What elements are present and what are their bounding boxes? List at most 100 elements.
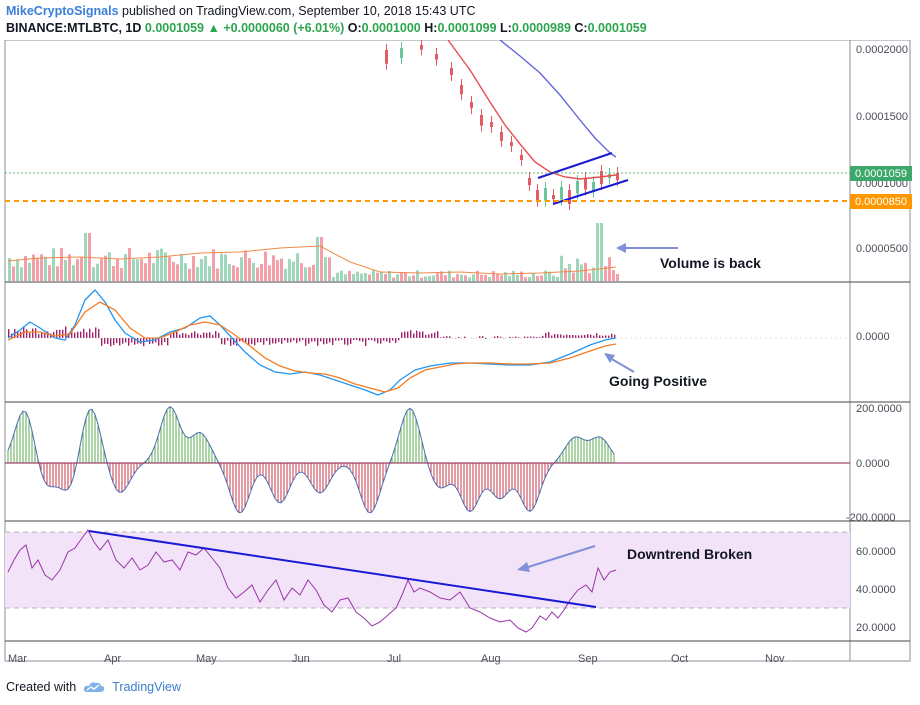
macd-hist-bar xyxy=(266,338,268,342)
volume-bar xyxy=(496,273,499,281)
time-tick: May xyxy=(196,653,217,665)
osc-tick: 0.0000 xyxy=(856,458,890,470)
volume-bar xyxy=(560,255,563,281)
volume-bar xyxy=(36,258,39,281)
macd-hist-bar xyxy=(293,338,295,341)
macd-pane[interactable]: 0.0000 Going Positive xyxy=(5,289,890,396)
close-label: C: xyxy=(574,21,588,35)
oscillator-line xyxy=(7,406,615,514)
volume-bar xyxy=(400,272,403,281)
price-pane[interactable]: 0.0002000 0.0001500 0.0000500 0.0001000 … xyxy=(5,40,912,281)
macd-hist-bar xyxy=(554,334,556,338)
candles xyxy=(385,40,619,210)
macd-hist-bar xyxy=(539,337,541,338)
volume-bar xyxy=(216,268,219,281)
volume-bar xyxy=(328,257,331,281)
macd-hist-bar xyxy=(578,335,580,338)
time-axis[interactable]: Mar Apr May Jun Jul Aug Sep Oct Nov xyxy=(8,653,785,665)
candle-body xyxy=(560,187,563,200)
tradingview-cloud-icon xyxy=(83,682,105,692)
volume-bar xyxy=(284,268,287,281)
volume-bar xyxy=(528,276,531,281)
macd-hist-bar xyxy=(440,337,442,338)
time-tick: Mar xyxy=(8,653,27,665)
macd-hist-bar xyxy=(413,333,415,338)
macd-hist-bar xyxy=(53,331,55,338)
created-with-label: Created with xyxy=(6,680,77,694)
macd-hist-bar xyxy=(158,338,160,346)
author-link[interactable]: MikeCryptoSignals xyxy=(6,4,119,18)
macd-hist-bar xyxy=(29,332,31,338)
volume-bar xyxy=(136,259,139,281)
volume-bar xyxy=(596,223,599,281)
macd-hist-bar xyxy=(290,338,292,343)
macd-hist-bar xyxy=(221,338,223,345)
volume-bar xyxy=(160,248,163,281)
time-tick: Aug xyxy=(481,653,501,665)
candle-body xyxy=(600,171,603,185)
volume-bar xyxy=(316,237,319,281)
macd-hist-bar xyxy=(296,338,298,344)
macd-hist-bar xyxy=(125,338,127,343)
volume-bar xyxy=(8,258,11,281)
macd-hist-bar xyxy=(116,338,118,344)
volume-bar xyxy=(372,270,375,281)
volume-bar xyxy=(152,263,155,281)
volume-bar xyxy=(456,274,459,281)
rsi-trendline[interactable] xyxy=(88,530,597,608)
macd-hist-bar xyxy=(68,333,70,338)
volume-bar xyxy=(500,275,503,281)
volume-bar xyxy=(356,271,359,281)
volume-bar xyxy=(252,262,255,281)
volume-bar xyxy=(376,272,379,281)
volume-bar xyxy=(56,266,59,281)
macd-hist-bar xyxy=(389,338,391,343)
macd-hist-bar xyxy=(209,332,211,338)
volume-bar xyxy=(432,275,435,281)
volume-bar xyxy=(272,255,275,281)
macd-hist-bar xyxy=(140,338,142,344)
oscillator-pane[interactable]: 200.0000 0.0000 -200.0000 xyxy=(5,403,902,524)
macd-hist-bar xyxy=(371,338,373,341)
volume-bar xyxy=(92,267,95,281)
macd-hist-bar xyxy=(260,338,262,343)
macd-hist-bar xyxy=(431,333,433,338)
macd-hist-bar xyxy=(398,338,400,341)
macd-hist-bar xyxy=(560,334,562,338)
time-tick: Jul xyxy=(387,653,401,665)
price-tick: 0.0000500 xyxy=(856,243,908,255)
macd-hist-bar xyxy=(233,338,235,345)
macd-hist-bar xyxy=(323,338,325,345)
channel-upper-line[interactable] xyxy=(537,152,613,179)
volume-bars xyxy=(8,223,619,281)
volume-bar xyxy=(300,263,303,281)
volume-bar xyxy=(28,262,31,281)
macd-hist-bar xyxy=(20,331,22,338)
candle-body xyxy=(385,50,388,64)
rsi-annotation[interactable]: Downtrend Broken xyxy=(627,546,752,562)
trading-chart[interactable]: 0.0002000 0.0001500 0.0000500 0.0001000 … xyxy=(0,40,920,672)
macd-hist-bar xyxy=(245,338,247,343)
macd-hist-bar xyxy=(200,334,202,338)
macd-hist-bar xyxy=(581,335,583,338)
volume-bar xyxy=(12,266,15,281)
volume-annotation[interactable]: Volume is back xyxy=(660,255,761,271)
macd-hist-bar xyxy=(419,331,421,338)
macd-hist-bar xyxy=(584,334,586,338)
macd-hist-bar xyxy=(17,331,19,338)
rsi-tick: 60.0000 xyxy=(856,546,896,558)
macd-hist-bar xyxy=(278,338,280,343)
candle-body xyxy=(616,173,619,181)
macd-hist-bar xyxy=(353,338,355,341)
macd-hist-bar xyxy=(611,333,613,338)
macd-hist-bar xyxy=(566,334,568,338)
macd-hist-bar xyxy=(89,328,91,338)
macd-hist-bar xyxy=(536,336,538,338)
volume-bar xyxy=(492,271,495,281)
macd-hist-bar xyxy=(239,338,241,342)
volume-bar xyxy=(344,274,347,281)
tradingview-logo-link[interactable]: TradingView xyxy=(112,680,181,694)
macd-annotation[interactable]: Going Positive xyxy=(609,373,707,389)
rsi-pane[interactable]: 60.0000 40.0000 20.0000 Downtrend Broken xyxy=(5,529,896,634)
macd-hist-bar xyxy=(350,338,352,344)
